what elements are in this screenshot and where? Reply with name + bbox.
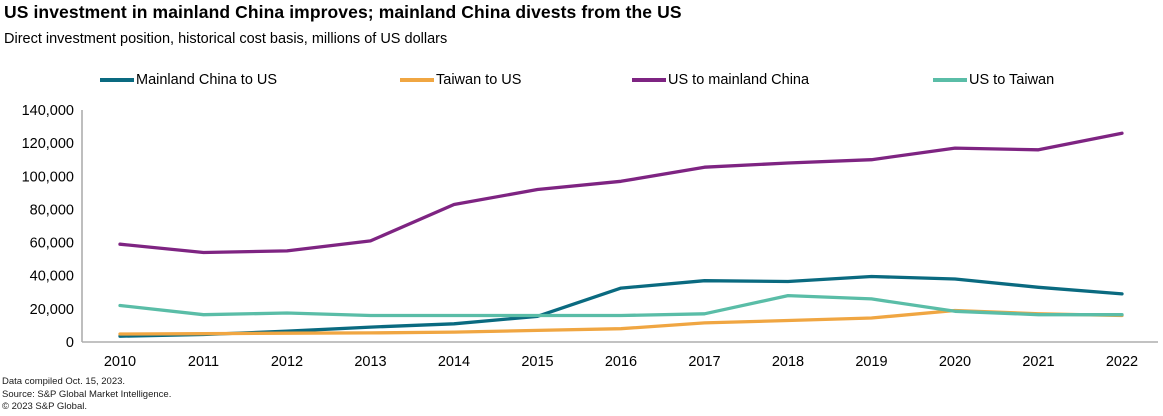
legend-item-mainland-china-to-us: Mainland China to US	[100, 71, 277, 89]
chart-footnotes: Data compiled Oct. 15, 2023. Source: S&P…	[2, 376, 171, 414]
x-tick-label: 2010	[104, 354, 136, 370]
x-tick-label: 2011	[188, 354, 219, 370]
x-tick-label: 2018	[772, 354, 804, 370]
y-tick-label: 0	[66, 335, 74, 351]
legend-line-swatch	[100, 78, 134, 82]
x-tick-label: 2016	[605, 354, 637, 370]
legend-item-label: Taiwan to US	[436, 72, 522, 88]
x-tick-label: 2015	[521, 354, 553, 370]
y-tick-label: 60,000	[30, 236, 74, 252]
x-tick-label: 2022	[1106, 354, 1138, 370]
legend-line-swatch	[632, 78, 666, 82]
y-tick-label: 120,000	[22, 136, 74, 152]
page-title: US investment in mainland China improves…	[4, 2, 682, 22]
page-subtitle: Direct investment position, historical c…	[4, 31, 448, 47]
x-tick-label: 2019	[855, 354, 887, 370]
y-tick-label: 40,000	[30, 269, 74, 285]
legend-item-taiwan-to-us: Taiwan to US	[400, 71, 521, 89]
legend-line-swatch	[400, 78, 434, 82]
x-tick-label: 2014	[438, 354, 470, 370]
legend-line-swatch	[933, 78, 967, 82]
legend-item-us-to-mainland-china: US to mainland China	[632, 71, 809, 89]
footnote-compiled: Data compiled Oct. 15, 2023.	[2, 376, 126, 387]
x-tick-label: 2020	[939, 354, 971, 370]
legend-item-label: US to Taiwan	[969, 72, 1055, 88]
legend-item-label: US to mainland China	[668, 72, 810, 88]
y-tick-label: 140,000	[22, 103, 74, 119]
legend-item-label: Mainland China to US	[136, 72, 278, 88]
y-tick-label: 100,000	[22, 169, 74, 185]
footnote-source: Source: S&P Global Market Intelligence.	[2, 388, 172, 400]
y-tick-label: 80,000	[30, 202, 74, 218]
series-line-us-to-mainland-china	[118, 131, 1124, 255]
x-tick-label: 2012	[271, 354, 303, 370]
chart-legend: Mainland China to US Taiwan to US US to ma…	[0, 71, 1163, 91]
y-tick-label: 20,000	[30, 302, 74, 318]
x-tick-label: 2021	[1022, 354, 1054, 370]
series-line-mainland-china-to-us	[118, 274, 1124, 338]
series-line-us-to-taiwan	[118, 293, 1124, 318]
legend-item-us-to-taiwan: US to Taiwan	[933, 71, 1054, 89]
x-tick-label: 2017	[688, 354, 720, 370]
x-tick-label: 2013	[354, 354, 386, 370]
footnote-copyright: © 2023 S&P Global.	[2, 401, 87, 412]
